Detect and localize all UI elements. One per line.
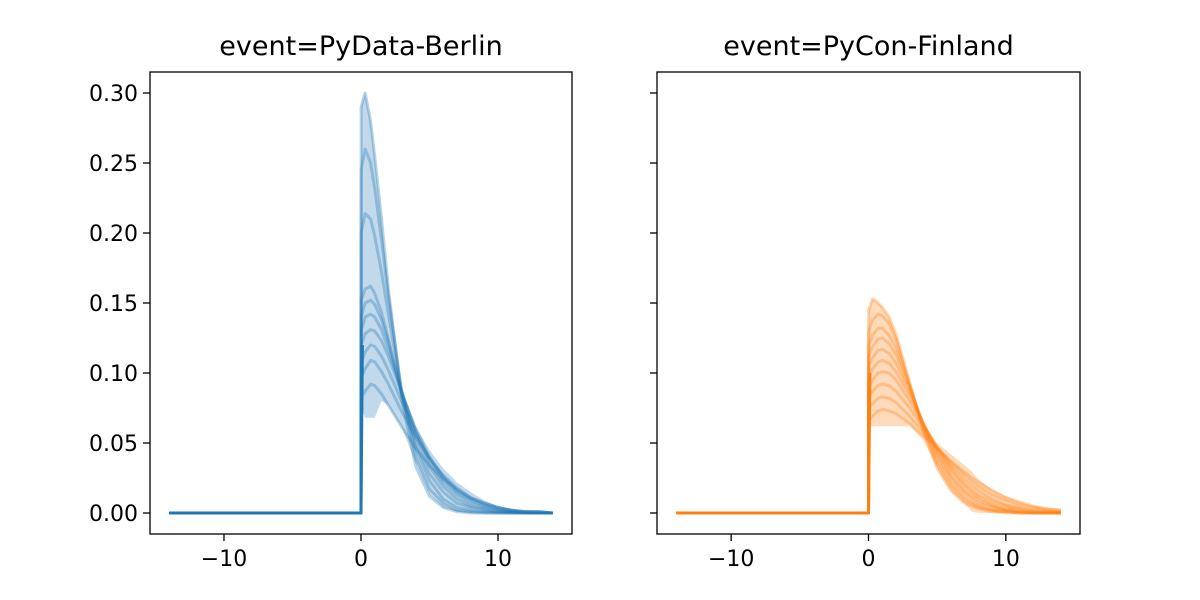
- chart-marks: [676, 297, 1061, 515]
- x-tick-label: 10: [992, 547, 1020, 572]
- y-tick-label: 0.30: [89, 82, 138, 107]
- y-axis: 0.00 0.05 0.10 0.15 0.20 0.25 0.30: [89, 82, 150, 527]
- mean-line: [169, 344, 364, 515]
- chart-marks: [169, 91, 553, 515]
- y-tick-label: 0.20: [89, 222, 138, 247]
- x-tick-label: 0: [862, 547, 876, 572]
- y-axis: [650, 92, 657, 514]
- mean-line: [676, 372, 872, 515]
- x-axis: −10 0 10: [201, 534, 512, 572]
- panel-title: event=PyCon-Finland: [723, 31, 1014, 62]
- panel-pydata-berlin: event=PyData-Berlin −10 0 10 0.000.050.100…: [89, 31, 573, 572]
- series-line-9: [169, 147, 553, 515]
- uncertainty-band: [868, 298, 1061, 513]
- x-tick-label: 10: [484, 547, 512, 572]
- y-tick-label: 0.25: [89, 152, 138, 177]
- series-line-10: [169, 91, 553, 515]
- panel-title: event=PyData-Berlin: [219, 31, 502, 62]
- x-tick-label: −10: [201, 547, 247, 572]
- y-tick-label: 0.00: [89, 502, 138, 527]
- y-tick-label: 0.15: [89, 292, 138, 317]
- y-tick-label: 0.10: [89, 362, 138, 387]
- x-axis: −10 0 10: [708, 534, 1020, 572]
- panel-pycon-finland: event=PyCon-Finland −10 0 10: [650, 31, 1081, 572]
- x-tick-label: 0: [354, 547, 368, 572]
- x-tick-label: −10: [708, 547, 754, 572]
- y-tick-label: 0.05: [89, 432, 138, 457]
